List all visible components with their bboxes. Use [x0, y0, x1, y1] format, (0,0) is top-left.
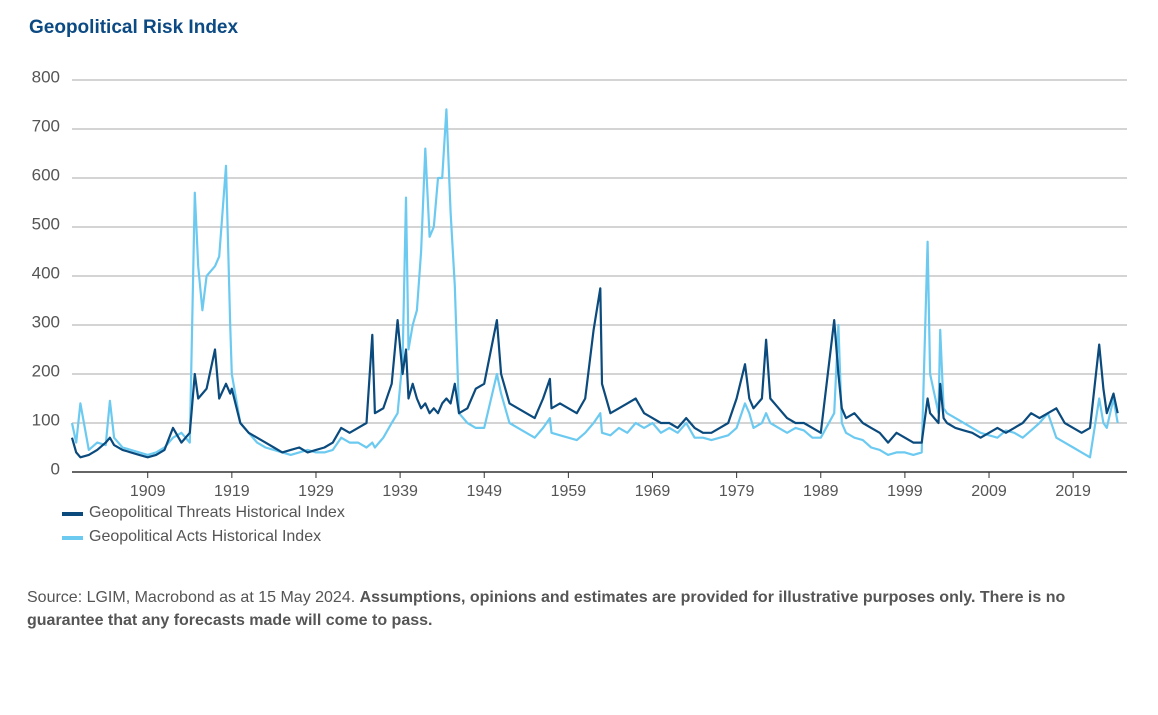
y-tick-label: 600 — [32, 165, 60, 184]
legend-label: Geopolitical Threats Historical Index — [89, 504, 345, 521]
x-tick-label: 1909 — [130, 483, 166, 500]
y-tick-label: 400 — [32, 263, 60, 282]
x-tick-label: 1919 — [214, 483, 250, 500]
y-tick-label: 500 — [32, 214, 60, 233]
y-tick-label: 200 — [32, 361, 60, 380]
x-tick-label: 1949 — [466, 483, 502, 500]
x-tick-label: 1999 — [887, 483, 923, 500]
legend-label: Geopolitical Acts Historical Index — [89, 528, 321, 545]
x-tick-label: 2009 — [971, 483, 1007, 500]
y-tick-label: 700 — [32, 116, 60, 135]
y-tick-label: 0 — [51, 459, 60, 478]
x-tick-label: 1939 — [382, 483, 418, 500]
x-tick-label: 1929 — [298, 483, 334, 500]
chart: Geopolitical Risk Index 0 100 200 300 400 500… — [29, 17, 1127, 545]
y-tick-label: 100 — [32, 410, 60, 429]
series-line — [70, 287, 1119, 459]
x-tick-label: 1969 — [635, 483, 671, 500]
source: Source: LGIM, Macrobond as at 15 May 202… — [27, 589, 356, 606]
x-tick-label: 1959 — [551, 483, 587, 500]
footnote: Source: LGIM, Macrobond as at 15 May 202… — [27, 586, 1127, 632]
y-tick-label: 800 — [32, 67, 60, 86]
x-tick-label: 1979 — [719, 483, 755, 500]
x-tick-label: 1989 — [803, 483, 839, 500]
y-tick-label: 300 — [32, 312, 60, 331]
series-line — [70, 108, 1119, 459]
chart-title: Geopolitical Risk Index — [29, 17, 238, 38]
disclaimer: Assumptions, opinions and estimates are … — [27, 589, 1066, 629]
x-tick-label: 2019 — [1055, 483, 1091, 500]
